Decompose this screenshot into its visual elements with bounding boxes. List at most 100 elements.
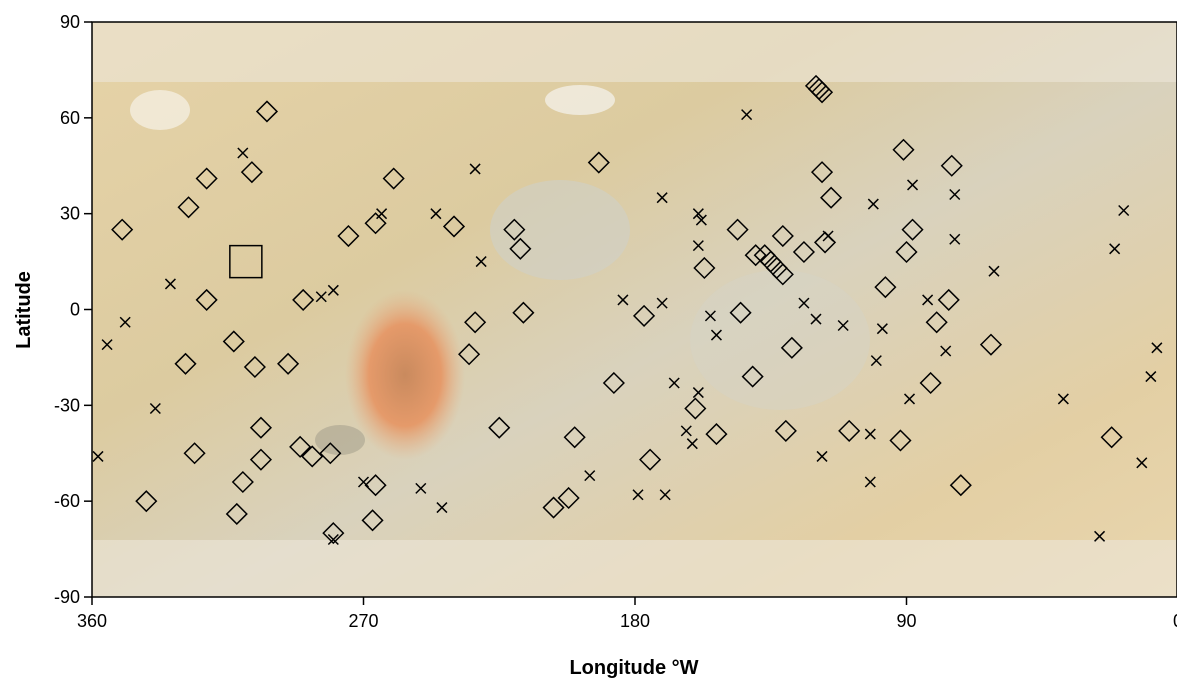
point-diamond <box>693 256 716 280</box>
point-cross <box>864 428 876 440</box>
point-diamond <box>361 509 384 532</box>
point-cross <box>810 313 822 325</box>
y-tick-label: -90 <box>54 587 80 607</box>
point-diamond <box>195 288 218 311</box>
x-tick-label: 0 <box>1173 611 1177 631</box>
point-diamond <box>780 336 803 359</box>
point-diamond <box>464 311 487 334</box>
y-axis-label: Latitude <box>13 271 35 349</box>
point-cross <box>584 470 596 482</box>
x-tick-label: 360 <box>77 611 107 631</box>
point-diamond <box>512 301 535 324</box>
point-cross <box>867 198 879 210</box>
point-cross <box>876 323 888 335</box>
point-cross <box>1118 204 1130 217</box>
point-cross <box>949 188 961 201</box>
x-tick-label: 180 <box>620 611 650 631</box>
point-cross <box>710 329 722 341</box>
y-tick-label: 90 <box>60 12 80 32</box>
x-tick-label: 90 <box>896 611 916 631</box>
point-diamond <box>919 371 942 395</box>
point-cross <box>1094 530 1106 542</box>
point-cross <box>149 402 161 415</box>
point-cross <box>907 179 919 191</box>
point-diamond <box>639 448 662 471</box>
x-axis-label: Longitude °W <box>569 657 698 679</box>
point-diamond <box>774 419 797 442</box>
point-diamond <box>195 167 218 190</box>
point-cross <box>816 450 828 462</box>
point-diamond <box>632 304 656 327</box>
point-diamond <box>364 474 387 497</box>
y-tick-label: 30 <box>60 204 80 224</box>
point-diamond <box>810 81 834 104</box>
point-diamond <box>509 237 532 260</box>
point-diamond <box>319 442 342 465</box>
point-cross <box>656 297 668 309</box>
point-cross <box>315 291 327 303</box>
y-tick-label: 0 <box>70 300 80 320</box>
point-cross <box>903 393 916 405</box>
point-cross <box>692 387 704 399</box>
point-cross <box>680 425 692 437</box>
point-diamond <box>1100 426 1123 449</box>
point-diamond <box>741 365 764 388</box>
point-cross <box>695 214 707 226</box>
point-diamond <box>744 244 767 267</box>
point-cross <box>656 192 668 204</box>
point-diamond <box>792 240 815 264</box>
point-diamond <box>949 474 972 497</box>
point-cross <box>237 147 249 159</box>
point-cross <box>988 265 1000 277</box>
point-cross <box>1109 243 1121 255</box>
point-diamond <box>442 215 466 238</box>
point-diamond <box>249 448 272 471</box>
point-diamond <box>771 224 794 248</box>
point-diamond <box>292 288 315 311</box>
point-diamond <box>322 522 345 545</box>
point-diamond <box>111 218 134 241</box>
point-diamond <box>940 154 963 177</box>
point-diamond <box>889 429 912 452</box>
point-cross <box>870 355 882 367</box>
map-background <box>92 22 1177 597</box>
point-cross <box>327 284 339 296</box>
point-cross <box>436 502 448 514</box>
point-diamond <box>937 288 960 311</box>
point-cross <box>704 310 716 322</box>
point-diamond <box>382 167 405 190</box>
point-cross <box>475 256 487 268</box>
point-diamond <box>901 218 924 241</box>
point-diamond <box>364 212 387 235</box>
point-cross <box>92 450 104 462</box>
point-cross <box>376 208 388 220</box>
point-cross <box>659 489 671 501</box>
point-cross <box>469 163 481 175</box>
point-diamond <box>684 397 707 420</box>
point-diamond <box>874 276 897 299</box>
y-tick-label: -60 <box>54 491 80 511</box>
point-cross <box>798 297 810 309</box>
point-diamond <box>231 470 254 494</box>
point-cross <box>837 319 849 332</box>
point-cross <box>1136 457 1148 469</box>
point-diamond <box>557 486 580 510</box>
point-diamond <box>726 218 749 241</box>
point-diamond <box>301 445 324 468</box>
x-tick-label: 270 <box>348 611 378 631</box>
point-diamond <box>183 442 206 465</box>
point-cross <box>632 489 644 501</box>
point-cross <box>949 233 961 245</box>
point-diamond <box>771 263 794 286</box>
point-cross <box>741 109 753 121</box>
point-diamond <box>277 352 300 375</box>
point-diamond <box>838 419 861 442</box>
point-diamond <box>243 355 266 379</box>
point-cross <box>164 278 176 290</box>
point-cross <box>1145 371 1157 383</box>
point-diamond <box>892 138 915 161</box>
point-diamond <box>979 333 1003 356</box>
point-diamond <box>542 496 565 519</box>
point-diamond <box>810 161 834 184</box>
